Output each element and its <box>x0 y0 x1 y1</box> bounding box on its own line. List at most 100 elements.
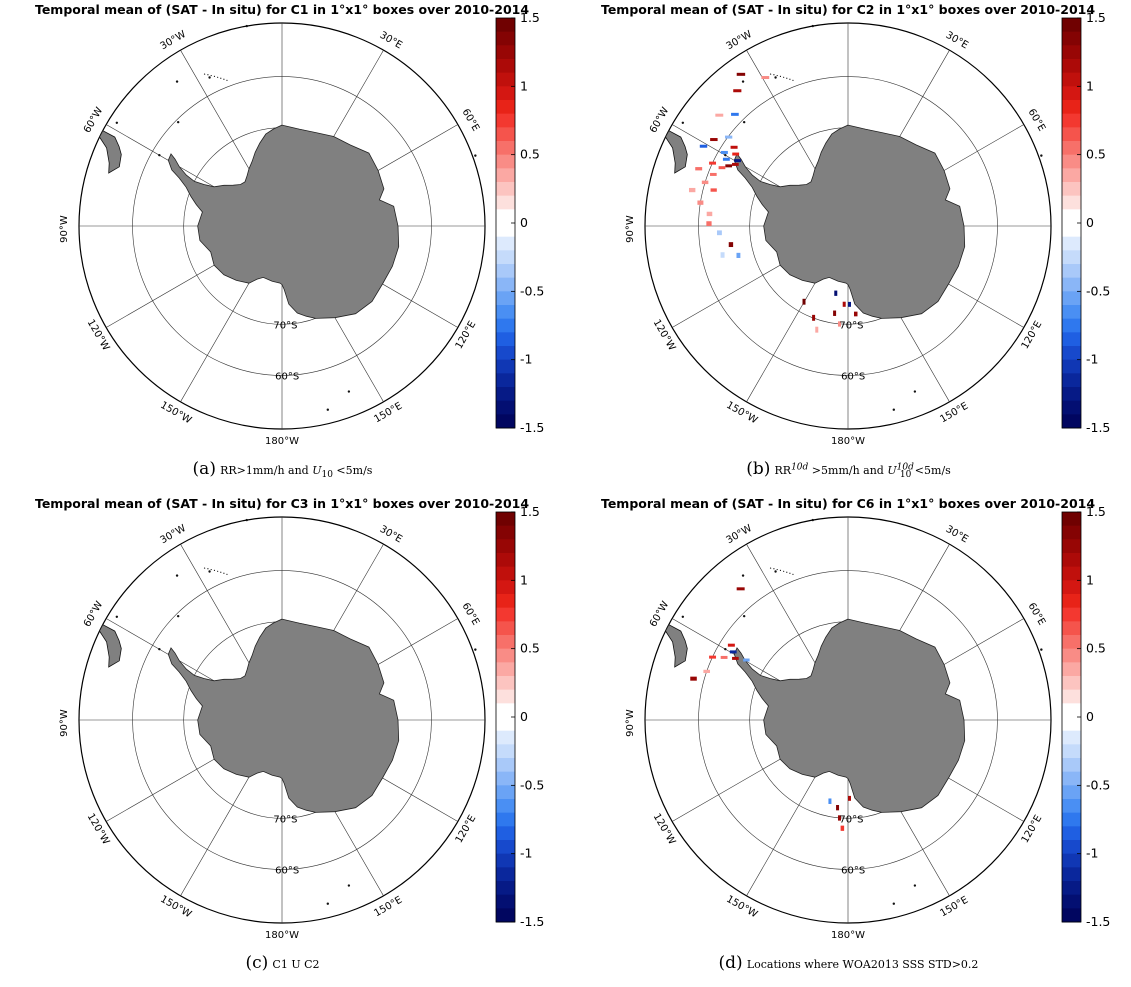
colorbar-segment <box>496 553 515 568</box>
colorbar-segment <box>496 250 515 265</box>
colorbar-segment <box>1062 881 1081 896</box>
colorbar-segment <box>496 648 515 663</box>
colorbar-segment <box>1062 894 1081 909</box>
colorbar-segment <box>496 291 515 306</box>
lon-label: 150°W <box>158 400 193 427</box>
colorbar-segment <box>1062 318 1081 333</box>
island <box>913 884 917 887</box>
colorbar-segment <box>1062 182 1081 197</box>
colorbar-segment <box>1062 867 1081 882</box>
lon-label: 90°W <box>625 709 636 737</box>
data-cell <box>699 144 708 148</box>
colorbar-segment <box>496 113 515 128</box>
colorbar-segment <box>496 676 515 691</box>
data-cell <box>840 825 845 831</box>
data-cell <box>836 805 840 811</box>
island-dot <box>223 572 225 574</box>
data-cell <box>837 321 841 327</box>
colorbar-segment <box>1062 346 1081 361</box>
colorbar-segment <box>1062 373 1081 388</box>
colorbar-tick-label: 1.5 <box>1086 504 1106 519</box>
colorbar-segment <box>496 18 515 33</box>
island <box>811 24 814 28</box>
colorbar: 1.5 1 0.5 0 -0.5 -1 -1.5 <box>495 504 544 929</box>
island-dot <box>769 73 772 75</box>
island-dot <box>786 77 788 79</box>
data-cell <box>706 221 712 226</box>
island <box>742 120 746 124</box>
map-group: 70°S60°S30°W30°E60°E60°W90°W90°E120°W120… <box>59 22 505 447</box>
colorbar-segment <box>1062 277 1081 292</box>
caption-a-text: RR>1mm/h and U10 <5m/s <box>220 464 373 481</box>
panel-d-svg: Temporal mean of (SAT - In situ) for C6 … <box>601 496 1110 941</box>
data-cell <box>720 150 728 154</box>
data-cell <box>834 290 838 296</box>
colorbar-segment <box>496 223 515 238</box>
data-cell <box>837 815 841 821</box>
island <box>724 647 727 651</box>
colorbar-segment <box>496 31 515 46</box>
lon-label: 150°E <box>372 895 404 920</box>
island <box>892 902 896 905</box>
colorbar-segment <box>1062 18 1081 33</box>
island <box>208 570 211 573</box>
colorbar-segment <box>496 744 515 759</box>
colorbar-segment <box>1062 744 1081 759</box>
lon-label: 120°W <box>651 812 678 847</box>
lon-label: 60°W <box>648 599 671 629</box>
lat-label-60s: 60°S <box>275 371 299 382</box>
colorbar-tick-label: 0.5 <box>1086 641 1106 656</box>
colorbar-segment <box>1062 332 1081 347</box>
island <box>115 615 119 618</box>
data-cell <box>743 658 750 662</box>
colorbar-tick-label: 1.5 <box>520 504 540 519</box>
colorbar-segment <box>1062 154 1081 169</box>
colorbar-segment <box>496 867 515 882</box>
colorbar-tick-label: -1 <box>520 846 532 861</box>
colorbar-segment <box>496 195 515 210</box>
panel-b: Temporal mean of (SAT - In situ) for C2 … <box>566 0 1131 493</box>
colorbar-segment <box>496 662 515 677</box>
colorbar-segment <box>1062 703 1081 718</box>
colorbar-segment <box>1062 525 1081 540</box>
island <box>724 153 727 157</box>
island <box>892 408 896 411</box>
antarctica-landmass <box>167 124 400 319</box>
lon-label: 30°E <box>378 524 404 546</box>
island <box>913 390 917 393</box>
colorbar-segment <box>1062 127 1081 142</box>
colorbar-segment <box>1062 113 1081 128</box>
colorbar-segment <box>1062 414 1081 429</box>
colorbar-segment <box>496 141 515 156</box>
lat-label-60s: 60°S <box>841 371 865 382</box>
island-dot <box>783 570 785 572</box>
island-dot <box>217 570 219 572</box>
island <box>176 614 180 618</box>
colorbar-segment <box>1062 799 1081 814</box>
colorbar-segment <box>496 332 515 347</box>
island-dot <box>220 571 222 573</box>
colorbar-segment <box>496 277 515 292</box>
caption-a-tag: (a) <box>192 459 216 479</box>
colorbar-segment <box>1062 717 1081 732</box>
colorbar: 1.5 1 0.5 0 -0.5 -1 -1.5 <box>495 10 544 435</box>
colorbar: 1.5 1 0.5 0 -0.5 -1 -1.5 <box>1061 504 1110 929</box>
data-cell <box>736 72 746 76</box>
colorbar-segment <box>1062 400 1081 415</box>
data-cell <box>727 643 735 647</box>
colorbar-segment <box>496 840 515 855</box>
data-cell <box>732 152 740 156</box>
map-group: 70°S60°S30°W30°E60°E60°W90°W90°E120°W120… <box>59 516 505 941</box>
colorbar-tick-label: 0 <box>520 709 528 724</box>
colorbar-segment <box>496 100 515 115</box>
caption-c-tag: (c) <box>245 953 269 973</box>
island <box>742 614 746 618</box>
colorbar-segment <box>1062 512 1081 527</box>
island-dot <box>786 571 788 573</box>
data-cell <box>736 587 745 591</box>
island-dot <box>207 568 209 570</box>
colorbar-segment <box>496 799 515 814</box>
colorbar-tick-label: -0.5 <box>520 283 544 298</box>
data-cell <box>688 187 696 193</box>
island-dot <box>776 74 778 77</box>
